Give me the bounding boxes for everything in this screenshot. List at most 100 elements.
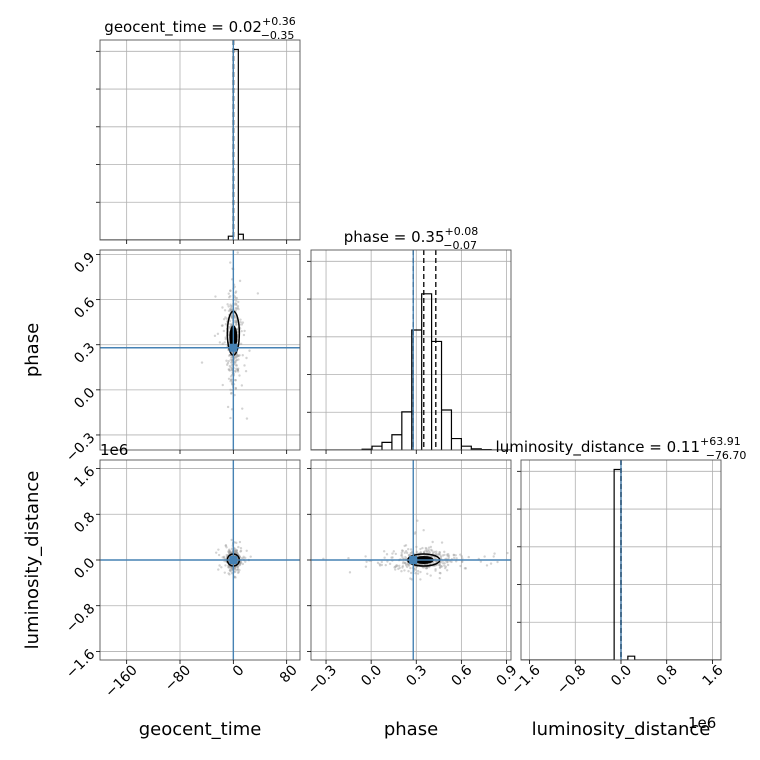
- sample-point: [492, 555, 495, 558]
- sample-point: [415, 565, 418, 569]
- sample-point: [235, 367, 238, 370]
- sample-point: [230, 391, 233, 395]
- sample-point: [223, 571, 226, 574]
- sample-point: [216, 332, 220, 336]
- sample-point: [437, 553, 440, 556]
- sample-point: [227, 572, 230, 575]
- sample-point: [230, 566, 233, 569]
- sample-point: [235, 354, 238, 358]
- y-tick-label-luminosity_distance: 0.0: [71, 555, 98, 582]
- sample-point: [439, 555, 443, 558]
- sample-point: [236, 568, 239, 572]
- sample-point: [401, 564, 405, 568]
- sample-point: [496, 560, 499, 564]
- sample-point: [445, 561, 449, 564]
- y-tick-label-luminosity_distance: 0.8: [71, 509, 98, 536]
- sample-point: [440, 565, 443, 568]
- sample-point: [224, 544, 227, 548]
- sample-point: [214, 551, 218, 554]
- sample-point: [222, 318, 226, 321]
- sample-point: [221, 556, 224, 559]
- sample-point: [440, 541, 444, 544]
- y-tick-label-luminosity_distance: −1.6: [63, 646, 98, 681]
- sample-point: [229, 261, 232, 264]
- sample-point: [414, 572, 417, 575]
- sample-point: [394, 568, 397, 571]
- sample-point: [435, 560, 438, 563]
- sample-point: [230, 356, 233, 359]
- sample-point: [425, 551, 429, 554]
- sample-point: [407, 564, 411, 567]
- sample-point: [239, 320, 242, 324]
- sample-point: [433, 550, 436, 554]
- panel-frame: [310, 249, 512, 451]
- sample-point: [404, 555, 407, 559]
- offset-label-y: 1e6: [100, 441, 128, 459]
- sample-point: [443, 566, 447, 570]
- sample-point: [422, 528, 425, 532]
- sample-point: [455, 557, 458, 560]
- sample-point: [242, 557, 245, 560]
- sample-point: [229, 305, 233, 308]
- sample-point: [463, 567, 467, 570]
- sample-point: [238, 354, 241, 357]
- sample-point: [443, 550, 446, 554]
- sample-point: [406, 563, 410, 566]
- sample-point: [425, 547, 428, 551]
- sample-point: [385, 553, 389, 556]
- sample-point: [228, 296, 231, 299]
- sample-point: [229, 361, 233, 364]
- sample-point: [406, 565, 409, 569]
- sample-point: [222, 556, 226, 560]
- sample-point: [234, 361, 237, 365]
- sample-point: [230, 538, 233, 542]
- sample-point: [235, 302, 238, 306]
- sample-point: [446, 560, 449, 563]
- sample-point: [460, 560, 464, 563]
- sample-point: [230, 368, 233, 372]
- sample-point: [241, 321, 245, 324]
- sample-point: [446, 563, 450, 567]
- sample-point: [235, 568, 238, 571]
- sample-point: [229, 322, 233, 326]
- sample-point: [425, 549, 429, 553]
- sample-point: [447, 556, 450, 560]
- sample-point: [234, 290, 238, 293]
- sample-point: [230, 473, 232, 475]
- sample-point: [237, 564, 241, 567]
- histogram-geocent_time: [100, 48, 300, 240]
- sample-point: [227, 359, 230, 363]
- sample-point: [459, 553, 462, 556]
- sample-point: [403, 561, 407, 565]
- sample-point: [419, 578, 422, 581]
- sample-point: [234, 309, 238, 312]
- sample-point: [435, 557, 438, 560]
- sample-point: [438, 563, 441, 567]
- sample-point: [244, 369, 248, 373]
- sample-point: [461, 557, 464, 560]
- sample-point: [235, 358, 238, 362]
- sample-point: [229, 416, 232, 420]
- sample-point: [435, 550, 438, 553]
- sample-point: [235, 364, 239, 367]
- sample-point: [234, 306, 237, 310]
- sample-point: [234, 355, 237, 358]
- y-axis-label-luminosity_distance: luminosity_distance: [22, 471, 43, 650]
- sample-point: [394, 565, 397, 569]
- sample-point: [400, 551, 403, 555]
- sample-point: [233, 566, 236, 569]
- sample-point: [228, 369, 231, 372]
- sample-point: [415, 550, 419, 554]
- sample-point: [238, 562, 242, 566]
- sample-point: [233, 567, 237, 570]
- sample-point: [227, 550, 231, 554]
- sample-point: [229, 375, 233, 378]
- sample-point: [429, 574, 432, 577]
- sample-point: [236, 251, 239, 254]
- y-tick-label-phase: 0.6: [71, 295, 98, 322]
- y-axis-label-phase: phase: [22, 323, 43, 377]
- sample-point: [237, 358, 240, 361]
- x-axis-label-luminosity_distance: luminosity_distance: [532, 719, 711, 740]
- y-tick-label-luminosity_distance: 1.6: [71, 464, 98, 491]
- sample-point: [446, 552, 450, 556]
